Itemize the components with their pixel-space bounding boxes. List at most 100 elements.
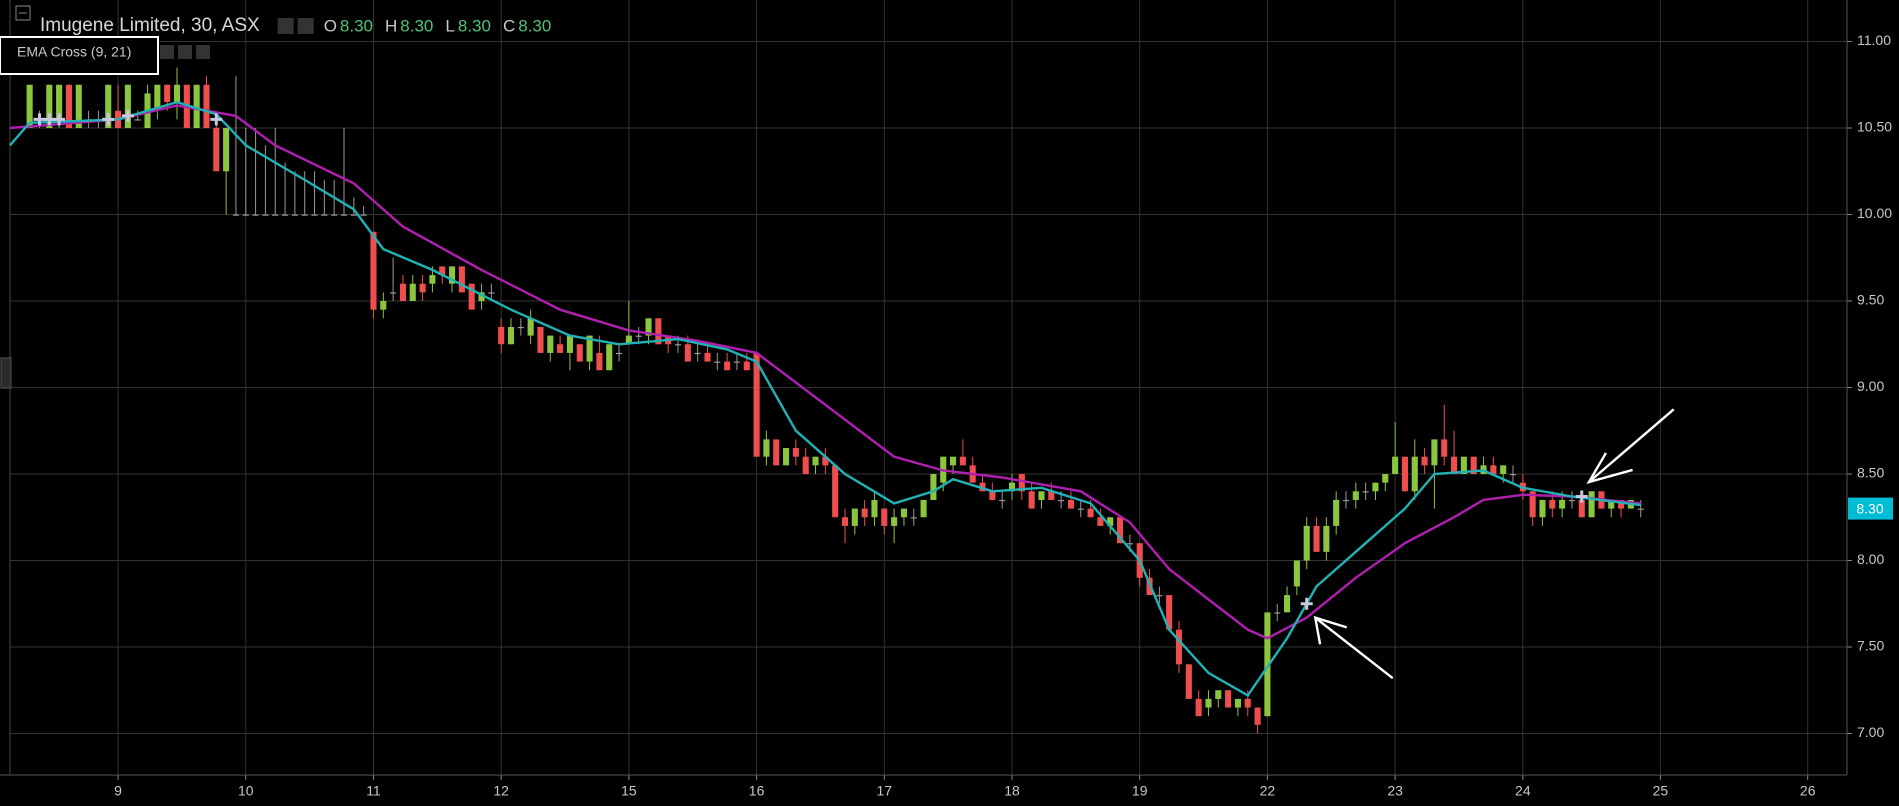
candle-body — [311, 214, 318, 216]
candle-body — [1392, 456, 1399, 474]
x-tick-label: 17 — [877, 783, 893, 799]
candle-body — [783, 448, 790, 466]
candle-body — [1578, 499, 1585, 518]
candle-body — [321, 214, 328, 216]
candle-body — [1117, 517, 1124, 544]
side-tab[interactable] — [0, 357, 12, 389]
candle-body — [331, 214, 338, 216]
arrow — [1588, 408, 1675, 483]
candle-body — [930, 473, 937, 500]
x-tick-label: 18 — [1004, 783, 1020, 799]
cross-marker — [210, 113, 223, 126]
candle-body — [694, 352, 701, 355]
ema-line — [9, 104, 1641, 640]
candle-body — [763, 439, 770, 457]
candle-body — [802, 456, 809, 474]
candle-body — [1077, 508, 1084, 510]
cross-marker — [1300, 597, 1313, 610]
candle-body — [1166, 595, 1173, 630]
candle-body — [871, 499, 878, 518]
x-tick-label: 16 — [749, 783, 765, 799]
cross-marker — [1575, 490, 1588, 503]
settings-icon[interactable] — [297, 18, 314, 34]
plot — [9, 67, 1644, 734]
candle-body — [1087, 508, 1094, 518]
candle-body — [124, 84, 131, 129]
candle-body — [1195, 698, 1202, 717]
candle-body — [1529, 491, 1536, 518]
candle-body — [1215, 690, 1222, 699]
x-tick-label: 24 — [1515, 783, 1531, 799]
candle-body — [429, 275, 436, 284]
candle-body — [920, 499, 927, 518]
y-tick-label: 8.50 — [1857, 465, 1884, 481]
candle-body — [242, 214, 249, 216]
candle-body — [1618, 499, 1625, 509]
indicator-visibility[interactable] — [178, 45, 192, 59]
candle-body — [704, 352, 711, 362]
candle-body — [1058, 499, 1065, 502]
candle-body — [645, 318, 652, 336]
candle-body — [419, 283, 426, 293]
candle-body — [1460, 456, 1467, 474]
candle-body — [1067, 499, 1074, 509]
candle-body — [527, 318, 534, 336]
y-tick-label: 8.00 — [1857, 551, 1884, 567]
y-tick-label: 9.00 — [1857, 378, 1884, 394]
candle-body — [822, 456, 829, 466]
candle-body — [517, 326, 524, 329]
cross-marker — [102, 113, 115, 126]
arrow — [1314, 616, 1394, 680]
y-tick-label: 7.50 — [1857, 638, 1884, 654]
candle-body — [213, 128, 220, 172]
candle-body — [1175, 629, 1183, 665]
candle-body — [1293, 560, 1300, 587]
chart-title: Imugene Limited, 30, ASX — [40, 15, 260, 36]
arrow-head — [1586, 452, 1633, 484]
candle-body — [26, 84, 33, 129]
indicator-remove[interactable] — [196, 45, 210, 59]
candle-body — [1500, 465, 1507, 474]
candle-body — [1126, 543, 1133, 545]
indicator-settings[interactable] — [160, 45, 174, 59]
candle-body — [488, 292, 495, 294]
collapse-button[interactable] — [15, 5, 31, 21]
candle-body — [380, 301, 387, 310]
candle-body — [812, 456, 819, 466]
candle-body — [1451, 456, 1458, 474]
candle-body — [1441, 439, 1448, 457]
candle-body — [1490, 465, 1497, 474]
candle-body — [340, 214, 348, 216]
candle-body — [203, 84, 210, 129]
quote-label: O — [324, 16, 337, 35]
indicator-box[interactable] — [0, 36, 159, 75]
candle-body — [1411, 456, 1418, 492]
candle-body — [576, 344, 583, 362]
candle-body — [724, 361, 731, 371]
candle-body — [1097, 517, 1104, 526]
candle-body — [360, 214, 367, 216]
candle-body — [1038, 491, 1045, 500]
candle-body — [861, 508, 868, 518]
candle-body — [979, 482, 986, 492]
candle-body — [900, 508, 907, 518]
candle-body — [959, 456, 966, 466]
candle-body — [1421, 456, 1428, 466]
x-tick-label: 25 — [1653, 783, 1669, 799]
quote-value: 8.30 — [400, 16, 433, 35]
y-tick-label: 10.00 — [1857, 205, 1892, 221]
candle-body — [616, 352, 623, 355]
x-tick-label: 10 — [238, 783, 254, 799]
settings-icon[interactable] — [277, 18, 294, 34]
candle-body — [1372, 482, 1379, 492]
candle-body — [1559, 499, 1566, 509]
x-tick-label: 11 — [366, 783, 381, 799]
candle-body — [1362, 491, 1369, 493]
candle-body — [173, 84, 181, 103]
candle-body — [272, 214, 279, 216]
candle-body — [56, 84, 63, 120]
last-price-label: 8.30 — [1856, 500, 1883, 516]
candle-body — [1342, 499, 1350, 502]
